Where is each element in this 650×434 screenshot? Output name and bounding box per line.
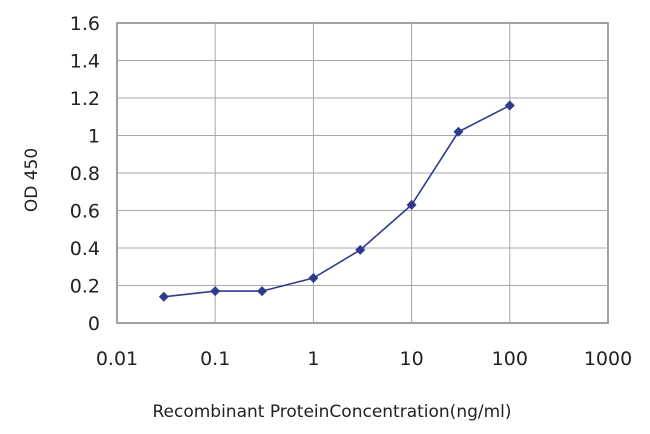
y-tick-label: 1.4 xyxy=(70,51,100,73)
y-tick-label: 0.2 xyxy=(70,276,100,298)
y-tick-label: 0.4 xyxy=(70,238,100,260)
x-axis-ticks: 0.01 0.1 1 10 100 1000 xyxy=(96,348,632,370)
data-point-marker xyxy=(257,286,268,297)
y-tick-label: 0 xyxy=(88,313,100,335)
y-tick-label: 0.8 xyxy=(70,163,100,185)
gridlines xyxy=(117,23,608,323)
x-tick-label: 1 xyxy=(307,348,319,370)
y-tick-label: 1 xyxy=(88,126,100,148)
y-tick-label: 0.6 xyxy=(70,201,100,223)
x-tick-label: 0.1 xyxy=(200,348,230,370)
data-point-marker xyxy=(453,126,464,137)
y-tick-label: 1.6 xyxy=(70,13,100,35)
x-tick-label: 10 xyxy=(400,348,424,370)
y-axis-title: OD 450 xyxy=(22,148,42,212)
x-axis-title: Recombinant ProteinConcentration(ng/ml) xyxy=(152,402,511,422)
y-axis-ticks: 0 0.2 0.4 0.6 0.8 1 1.2 1.4 1.6 xyxy=(70,13,100,335)
data-point-marker xyxy=(406,199,417,210)
x-tick-label: 1000 xyxy=(584,348,632,370)
data-point-marker xyxy=(158,291,169,302)
data-point-marker xyxy=(308,273,319,283)
data-point-marker xyxy=(504,100,515,111)
series-line xyxy=(163,104,511,298)
data-point-marker xyxy=(210,286,221,297)
data-point-marker xyxy=(355,244,366,255)
series-layer xyxy=(158,100,515,302)
y-tick-label: 1.2 xyxy=(70,88,100,110)
x-tick-label: 0.01 xyxy=(96,348,138,370)
x-tick-label: 100 xyxy=(492,348,528,370)
